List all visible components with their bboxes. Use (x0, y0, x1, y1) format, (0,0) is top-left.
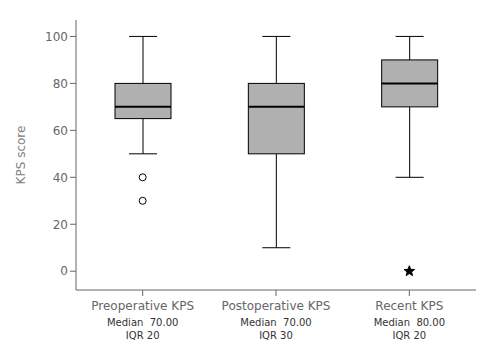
svg-text:IQR 20: IQR 20 (126, 330, 160, 341)
svg-text:IQR 20: IQR 20 (392, 330, 426, 341)
svg-text:IQR 30: IQR 30 (259, 330, 293, 341)
svg-text:0: 0 (60, 264, 68, 278)
svg-text:60: 60 (53, 124, 68, 138)
svg-text:Postoperative KPS: Postoperative KPS (222, 299, 331, 313)
svg-text:Median 80.00: Median 80.00 (374, 317, 445, 328)
svg-text:Median 70.00: Median 70.00 (107, 317, 178, 328)
svg-text:Preoperative KPS: Preoperative KPS (91, 299, 194, 313)
svg-text:KPS score: KPS score (14, 126, 28, 185)
svg-text:80: 80 (53, 77, 68, 91)
svg-text:Median 70.00: Median 70.00 (240, 317, 311, 328)
svg-text:40: 40 (53, 171, 68, 185)
svg-text:Recent KPS: Recent KPS (375, 299, 443, 313)
svg-text:100: 100 (45, 30, 68, 44)
svg-text:20: 20 (53, 218, 68, 232)
